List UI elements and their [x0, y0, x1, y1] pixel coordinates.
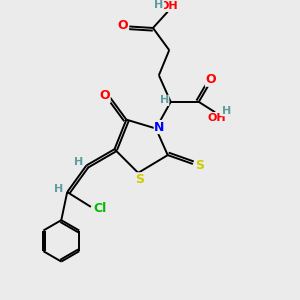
Text: H: H: [154, 0, 164, 10]
Text: OH: OH: [207, 112, 226, 123]
Text: O: O: [205, 73, 216, 86]
Text: OH: OH: [160, 2, 178, 11]
Text: S: S: [135, 173, 144, 186]
Text: H: H: [160, 95, 169, 105]
Text: H: H: [74, 157, 83, 167]
Text: O: O: [118, 19, 128, 32]
Text: O: O: [99, 89, 110, 103]
Text: H: H: [222, 106, 231, 116]
Text: S: S: [195, 159, 204, 172]
Text: H: H: [54, 184, 64, 194]
Text: N: N: [154, 121, 165, 134]
Text: Cl: Cl: [93, 202, 106, 215]
